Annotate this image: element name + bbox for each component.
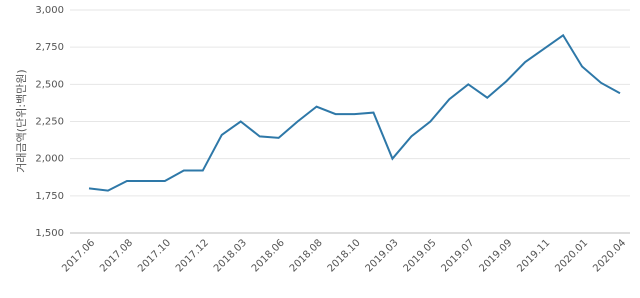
x-tick-label: 2018.10 — [326, 237, 363, 274]
data-line — [88, 33, 621, 192]
x-tick-label: 2017.08 — [98, 237, 135, 274]
y-tick-label: 2,250 — [35, 117, 64, 128]
x-tick-label: 2017.10 — [136, 237, 173, 274]
x-tick-label: 2020.04 — [591, 237, 628, 274]
x-tick-label: 2019.03 — [364, 237, 401, 274]
y-tick-label: 1,750 — [35, 191, 64, 202]
y-tick-label: 2,500 — [35, 79, 64, 90]
y-tick-label: 2,750 — [35, 42, 64, 53]
x-tick-label: 2017.06 — [60, 237, 97, 274]
x-tick-label: 2019.11 — [515, 237, 552, 274]
y-tick-label: 2,000 — [35, 154, 64, 165]
x-tick-label: 2018.08 — [288, 237, 325, 274]
x-tick-label: 2019.05 — [402, 237, 439, 274]
x-tick-label: 2018.06 — [250, 237, 287, 274]
x-tick-label: 2019.09 — [477, 237, 514, 274]
y-axis-label: 거래금액(단위:백만원) — [15, 69, 28, 172]
y-tick-label: 3,000 — [35, 5, 64, 16]
x-tick-label: 2019.07 — [440, 237, 477, 274]
y-tick-label: 1,500 — [35, 228, 64, 239]
x-tick-label: 2017.12 — [174, 237, 211, 274]
x-tick-label: 2020.01 — [553, 237, 590, 274]
x-tick-label: 2018.03 — [212, 237, 249, 274]
